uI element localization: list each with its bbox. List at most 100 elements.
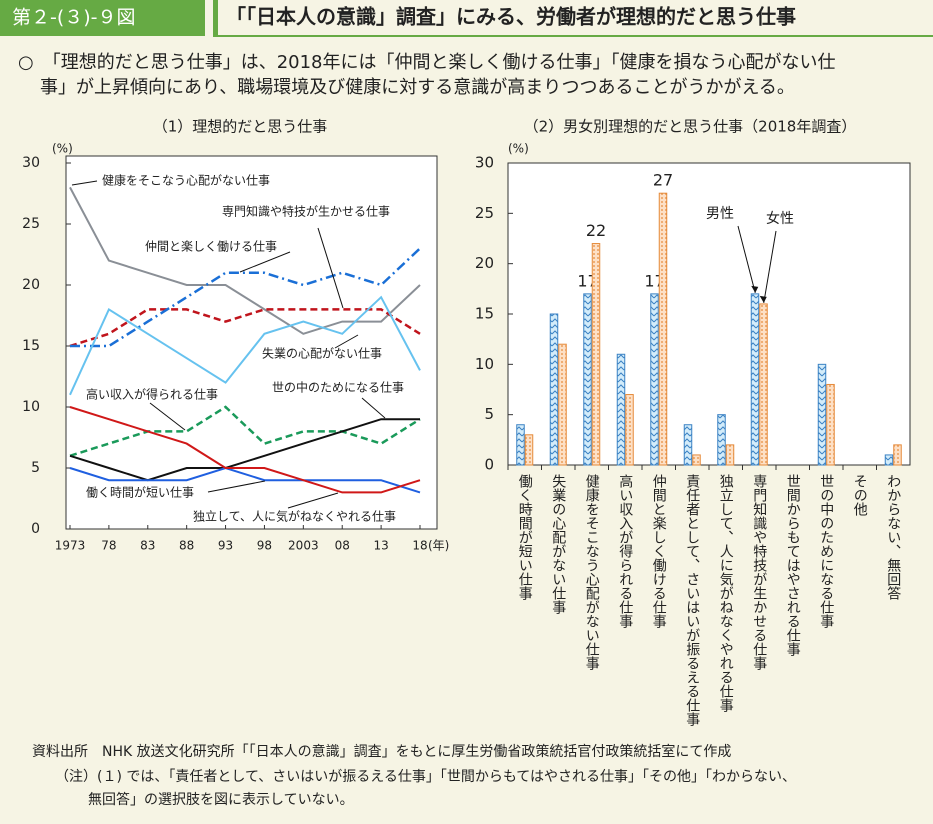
figure-number: 第２-(３)-９図	[12, 7, 136, 29]
x-tick-label: 18	[412, 539, 427, 553]
bar	[549, 313, 559, 466]
bar	[650, 293, 659, 466]
y-tick-label: 20	[475, 254, 494, 272]
x-tick-label: その他	[852, 474, 868, 517]
bar	[759, 303, 768, 466]
x-tick-label: 健康をそこなう心配がない仕事	[584, 474, 600, 670]
bar	[658, 192, 668, 466]
title-bar	[213, 0, 218, 36]
bar	[524, 434, 534, 466]
leader-line	[287, 492, 339, 509]
series-label: 仲間と楽しく働ける仕事	[145, 240, 277, 254]
bar	[558, 343, 567, 466]
bar	[826, 383, 835, 466]
note: 無回答」の選択肢を図に表示していない。	[88, 791, 354, 808]
bar	[817, 363, 827, 466]
leader-line	[361, 397, 386, 419]
arrow-head	[759, 295, 767, 303]
bar	[591, 243, 601, 466]
legend-label: 女性	[766, 210, 794, 227]
summary-line: ○ 「理想的だと思う仕事」は、2018年には「仲間と楽しく働ける仕事」「健康を損…	[18, 52, 836, 73]
x-tick-label: わからない、無回答	[885, 474, 901, 600]
series-label: 高い収入が得られる仕事	[86, 387, 218, 402]
series-line	[69, 186, 421, 335]
y-tick-label: 0	[484, 456, 494, 474]
x-tick-label: 1973	[55, 539, 86, 553]
chart-title: （2）男女別理想的だと思う仕事（2018年調査）	[524, 118, 857, 136]
leader-line	[334, 334, 359, 349]
series-line	[69, 295, 421, 396]
bar	[583, 293, 592, 466]
source-note: 資料出所 NHK 放送文化研究所「「日本人の意識」調査」をもとに厚生労働省政策統…	[32, 743, 731, 760]
y-tick-label: 15	[475, 305, 494, 323]
bar	[750, 293, 760, 466]
legend-label: 男性	[706, 206, 734, 222]
series-line	[69, 405, 421, 457]
series-label: 失業の心配がない仕事	[262, 346, 382, 361]
bar	[884, 454, 894, 466]
leader-line	[71, 180, 98, 186]
series-line	[69, 418, 420, 482]
x-tick-label: 責任者として、さいはいが振るえる仕事	[684, 474, 700, 726]
figure-number-box	[0, 0, 205, 36]
x-unit: (年)	[428, 539, 449, 553]
legend-arrow	[763, 230, 777, 304]
leader-line	[149, 402, 186, 431]
y-tick-label: 25	[475, 204, 494, 222]
x-tick-label: 専門知識や特技が生かせる仕事	[751, 474, 767, 670]
x-tick-label: 08	[335, 539, 350, 553]
leader-line	[207, 480, 266, 493]
plot-frame	[65, 155, 438, 530]
x-tick-label: 83	[140, 539, 155, 553]
series-line	[69, 466, 421, 494]
y-tick-label: 10	[475, 355, 494, 373]
legend-arrow	[737, 225, 756, 293]
series-line	[69, 406, 421, 494]
x-tick-label: 世の中のためになる仕事	[818, 474, 834, 628]
series-line	[70, 247, 421, 348]
value-label: 27	[653, 171, 673, 190]
note: （注）(１) では、「責任者として、さいはいが振るえる仕事」「世間からもてはやさ…	[55, 769, 796, 785]
x-tick-label: 93	[218, 539, 233, 553]
summary-line: 事」が上昇傾向にあり、職場環境及び健康に対する意識が高まりつつあることがうかがえ…	[40, 77, 795, 98]
x-tick-label: 独立して、人に気がねなくやれる仕事	[718, 474, 734, 712]
series-label: 世の中のためになる仕事	[272, 380, 404, 395]
bar	[717, 414, 726, 466]
x-tick-label: 13	[373, 539, 388, 553]
series-label: 働く時間が短い仕事	[86, 485, 194, 500]
series-label: 専門知識や特技が生かせる仕事	[222, 204, 390, 219]
y-unit: (%)	[52, 142, 73, 156]
figure-title: 「「日本人の意識」調査」にみる、労働者が理想的だと思う仕事	[226, 5, 796, 29]
y-tick-label: 10	[22, 399, 40, 415]
x-tick-label: 78	[101, 539, 116, 553]
y-tick-label: 5	[31, 460, 40, 476]
y-tick-label: 30	[475, 154, 494, 172]
arrow-head	[751, 285, 759, 293]
bar	[893, 444, 902, 466]
bar	[692, 454, 701, 466]
y-tick-label: 5	[484, 405, 494, 423]
bar	[516, 424, 525, 466]
y-unit: (%)	[508, 142, 529, 156]
y-tick-label: 0	[31, 521, 40, 537]
y-tick-label: 15	[22, 338, 40, 354]
x-tick-label: 高い収入が得られる仕事	[617, 473, 633, 628]
bar	[725, 444, 735, 466]
x-tick-label: 88	[179, 539, 194, 553]
x-tick-label: 98	[257, 539, 272, 553]
y-tick-label: 30	[22, 155, 40, 171]
bar	[683, 424, 693, 466]
y-tick-label: 20	[22, 277, 40, 293]
plot-frame	[507, 162, 911, 466]
x-tick-label: 失業の心配がない仕事	[550, 474, 566, 614]
series-label: 独立して、人に気がねなくやれる仕事	[193, 509, 396, 524]
leader-line	[239, 251, 291, 273]
chart-title: （1）理想的だと思う仕事	[153, 118, 328, 136]
bar	[625, 394, 634, 466]
x-tick-label: 働く時間が短い仕事	[517, 474, 533, 600]
series-label: 健康をそこなう心配がない仕事	[102, 173, 270, 188]
bar	[616, 353, 626, 466]
x-tick-label: 世間からもてはやされる仕事	[785, 474, 801, 656]
